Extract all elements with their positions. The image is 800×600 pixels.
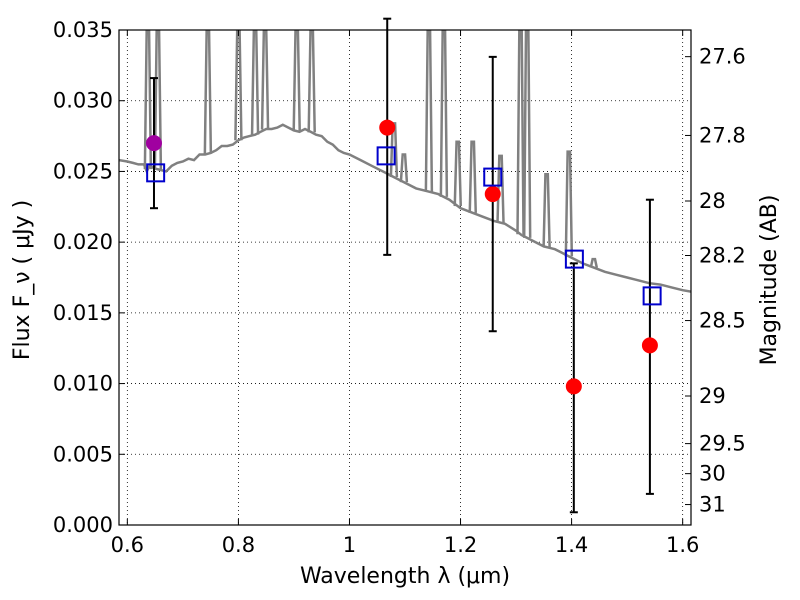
emission-line xyxy=(307,30,316,133)
emission-line xyxy=(589,257,599,268)
right-tick-label: 28.2 xyxy=(699,243,746,267)
emission-lines xyxy=(143,30,599,268)
right-tick-label: 27.8 xyxy=(699,123,746,147)
right-tick-label: 30 xyxy=(699,462,726,486)
observed-point xyxy=(484,186,501,203)
observed-point xyxy=(145,135,162,152)
model-point xyxy=(642,286,662,306)
emission-line xyxy=(564,150,574,257)
x-tick-label: 0.6 xyxy=(111,533,144,557)
y-tick-label: 0.030 xyxy=(53,89,113,113)
y-axis-label: Flux F_ν ( μJy ) xyxy=(10,200,35,360)
model-point xyxy=(564,249,584,269)
emission-line xyxy=(468,140,478,213)
plot-frame xyxy=(118,29,692,526)
model-point xyxy=(376,146,396,166)
emission-line xyxy=(292,30,301,132)
right-tick-label: 28 xyxy=(699,189,726,213)
model-points xyxy=(146,146,662,306)
x-tick-label: 0.8 xyxy=(222,533,255,557)
right-tick-label: 29.5 xyxy=(699,432,746,456)
emission-line xyxy=(453,140,463,207)
emission-line xyxy=(399,153,409,183)
emission-line xyxy=(516,30,525,235)
model-point xyxy=(483,167,503,187)
y-tick-label: 0.035 xyxy=(53,18,113,42)
emission-line xyxy=(439,30,449,197)
emission-line xyxy=(234,30,243,141)
axis-ticks: 0.6 0.8 1 1.2 1.4 1.6 0.000 0.005 0.010 0.015 0.02… xyxy=(53,18,746,557)
x-tick-label: 1 xyxy=(343,533,356,557)
emission-line xyxy=(424,30,434,192)
emission-line xyxy=(250,30,260,135)
y-tick-label: 0.020 xyxy=(53,230,113,254)
right-tick-label: 31 xyxy=(699,493,726,517)
right-tick-label: 28.5 xyxy=(699,309,746,333)
emission-line xyxy=(522,30,532,238)
model-point xyxy=(146,163,166,183)
observed-point xyxy=(641,337,658,354)
observed-point xyxy=(379,119,396,136)
right-tick-label: 27.6 xyxy=(699,45,746,69)
emission-line xyxy=(203,30,213,154)
emission-line xyxy=(542,173,551,248)
observed-points xyxy=(145,119,658,395)
error-bars xyxy=(149,17,654,514)
y-tick-label: 0.005 xyxy=(53,442,113,466)
x-tick-label: 1.2 xyxy=(444,533,477,557)
emission-line xyxy=(260,30,270,130)
right-tick-label: 29 xyxy=(699,384,726,408)
plot-area xyxy=(119,30,691,293)
observed-point xyxy=(565,378,582,395)
y-tick-label: 0.010 xyxy=(53,372,113,396)
template-spectrum xyxy=(119,123,691,293)
x-tick-label: 1.6 xyxy=(666,533,699,557)
x-tick-label: 1.4 xyxy=(555,533,588,557)
y-tick-label: 0.000 xyxy=(53,513,113,537)
y-tick-label: 0.025 xyxy=(53,159,113,183)
x-axis-label: Wavelength λ (μm) xyxy=(300,564,510,589)
emission-line xyxy=(143,30,153,170)
y-tick-label: 0.015 xyxy=(53,301,113,325)
right-axis-label: Magnitude (AB) xyxy=(757,195,782,366)
emission-line xyxy=(153,30,163,170)
